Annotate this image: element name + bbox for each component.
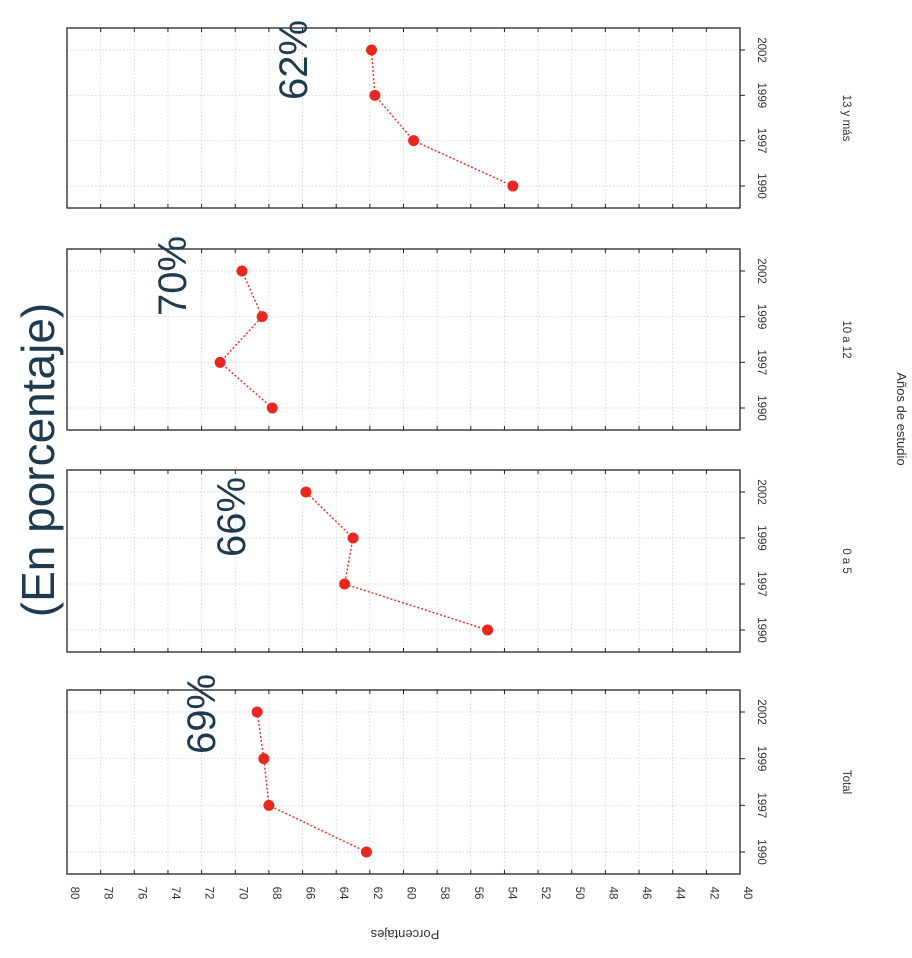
panel-name-label: 0 a 5 (840, 548, 852, 574)
value-tick-label: 56 (472, 887, 484, 900)
data-point (347, 532, 359, 544)
value-tick-label: 80 (68, 887, 80, 900)
category-tick-label: 1997 (755, 128, 767, 154)
series-line (305, 491, 488, 631)
data-point (236, 265, 248, 277)
value-tick-label: 52 (539, 887, 551, 900)
data-point (408, 135, 420, 147)
panel-annotation: 70% (151, 236, 195, 316)
value-tick-label: 66 (304, 887, 316, 900)
data-point (251, 706, 263, 718)
value-tick-label: 70 (236, 887, 248, 900)
value-tick-label: 50 (573, 887, 585, 900)
data-point (366, 44, 378, 56)
category-tick-label: 2002 (755, 258, 767, 284)
category-tick-label: 1997 (755, 571, 767, 597)
category-tick-label: 1990 (755, 617, 767, 643)
category-tick-label: 1999 (755, 746, 767, 772)
value-tick-label: 42 (707, 887, 719, 900)
panel-annotation: 69% (180, 674, 224, 754)
category-tick-label: 2002 (755, 479, 767, 505)
data-point (256, 311, 268, 323)
panels-layer: 1990 1997 1999 2002 Total 69% 1990 1997 1999 2002… (66, 20, 852, 875)
panel-0-a-5: 1990 1997 1999 2002 0 a 5 66% (66, 469, 852, 653)
data-point (339, 578, 351, 590)
data-point (300, 486, 312, 498)
panel-total: 1990 1997 1999 2002 Total 69% (66, 674, 852, 875)
category-tick-label: 1997 (755, 350, 767, 376)
data-point (214, 356, 226, 368)
series-line (370, 49, 514, 187)
value-tick-label: 58 (438, 887, 450, 900)
category-tick-label: 1999 (755, 83, 767, 109)
value-tick-label: 54 (505, 887, 517, 900)
category-tick-label: 1999 (755, 304, 767, 330)
value-tick-label: 44 (674, 887, 686, 900)
category-tick-label: 1990 (755, 839, 767, 865)
value-tick-label: 72 (203, 887, 215, 900)
panel-annotation: 62% (272, 20, 316, 100)
panel-name-label: 10 a 12 (840, 320, 852, 358)
category-tick-label: 1990 (755, 395, 767, 421)
data-point (258, 753, 270, 765)
value-tick-label: 74 (169, 887, 181, 900)
value-tick-label: 62 (371, 887, 383, 900)
value-tick-label: 68 (270, 887, 282, 900)
value-tick-label: 60 (405, 887, 417, 900)
data-point (369, 89, 381, 101)
chart-title: (En porcentaje) (12, 303, 64, 618)
panel-frame (66, 27, 741, 209)
data-point (507, 180, 519, 192)
panel-13-y-mas: 1990 1997 1999 2002 13 y más 62% (66, 20, 852, 209)
value-tick-label: 78 (102, 887, 114, 900)
category-tick-label: 1999 (755, 525, 767, 551)
series-line (219, 270, 273, 409)
value-tick-label: 46 (640, 887, 652, 900)
y-axis-title: Porcentajes (370, 927, 439, 942)
x-axis-title: Años de estudio (894, 372, 909, 465)
category-tick-label: 1997 (755, 793, 767, 819)
data-point (263, 799, 275, 811)
value-tick-label: 48 (606, 887, 618, 900)
panel-name-label: 13 y más (840, 95, 852, 142)
panel-10-a-12: 1990 1997 1999 2002 10 a 12 70% (66, 236, 852, 431)
value-tick-label: 76 (135, 887, 147, 900)
panel-name-label: Total (840, 770, 852, 794)
value-tick-label: 64 (337, 887, 349, 900)
panel-annotation: 66% (210, 477, 254, 557)
data-point (360, 846, 372, 858)
data-point (482, 624, 494, 636)
data-point (266, 402, 278, 414)
series-line (256, 711, 367, 853)
category-tick-label: 1990 (755, 173, 767, 199)
value-tick-label: 40 (741, 887, 753, 900)
category-tick-label: 2002 (755, 37, 767, 63)
category-tick-label: 2002 (755, 699, 767, 725)
